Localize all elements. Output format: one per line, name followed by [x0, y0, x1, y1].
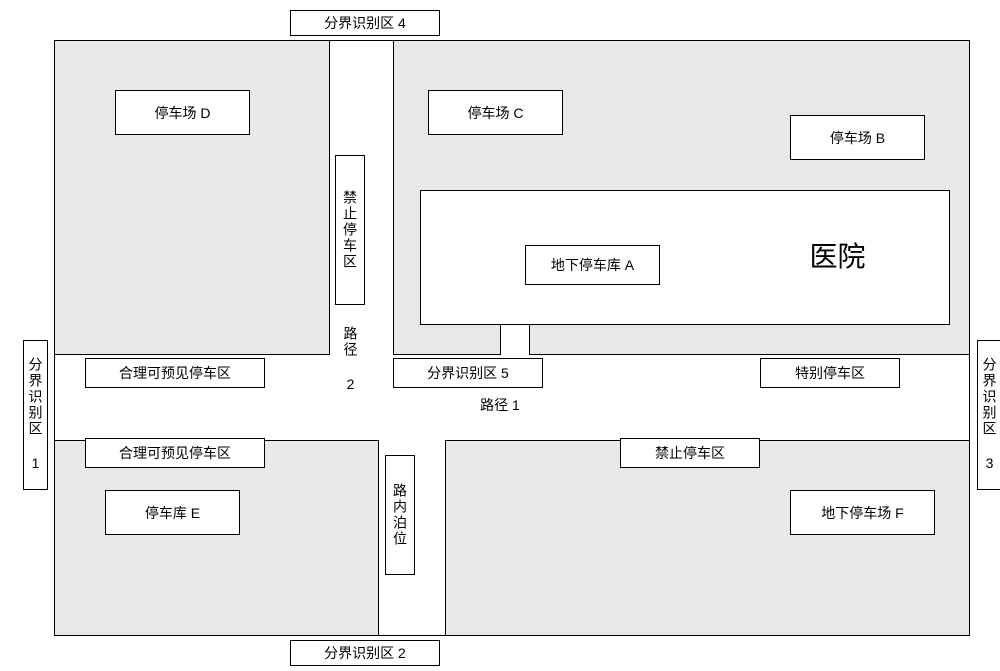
zone-reasonable-bottom: 合理可预见停车区	[85, 438, 265, 468]
zone-special: 特别停车区	[760, 358, 900, 388]
hospital-label: 医院	[770, 225, 905, 285]
block-bottom-left	[54, 440, 379, 636]
zone-on-street-parking: 路内泊位	[385, 455, 415, 575]
block-bottom-right	[445, 440, 970, 636]
underground-garage-a: 地下停车库 A	[525, 245, 660, 285]
parking-lot-b: 停车场 B	[790, 115, 925, 160]
road-2-label: 路径 2	[338, 320, 363, 400]
boundary-zone-2: 分界识别区 2	[290, 640, 440, 666]
zone-no-parking-bottom: 禁止停车区	[620, 438, 760, 468]
underground-parking-f: 地下停车场 F	[790, 490, 935, 535]
garage-exit	[500, 325, 530, 355]
zone-no-parking-vertical: 禁止停车区	[335, 155, 365, 305]
diagram-stage: 分界识别区 1 分界识别区 3 分界识别区 4 分界识别区 2 停车场 D 停车…	[0, 0, 1000, 671]
parking-lot-c: 停车场 C	[428, 90, 563, 135]
block-top-left	[54, 40, 330, 355]
parking-lot-d: 停车场 D	[115, 90, 250, 135]
boundary-zone-5: 分界识别区 5	[393, 358, 543, 388]
road-1-label: 路径 1	[465, 395, 535, 415]
boundary-zone-3: 分界识别区 3	[977, 340, 1000, 490]
parking-garage-e: 停车库 E	[105, 490, 240, 535]
boundary-zone-4: 分界识别区 4	[290, 10, 440, 36]
boundary-zone-1: 分界识别区 1	[23, 340, 48, 490]
zone-reasonable-top: 合理可预见停车区	[85, 358, 265, 388]
